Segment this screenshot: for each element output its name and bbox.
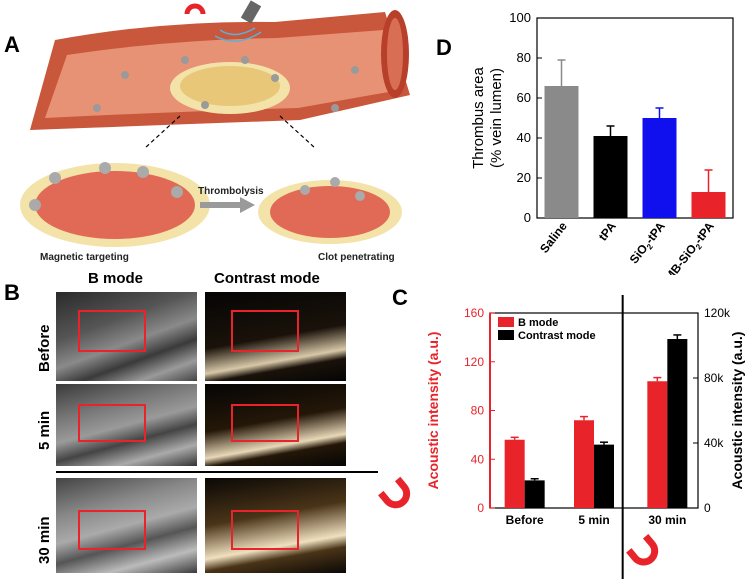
left-tick-label: 160 [464,306,484,320]
x-tick-label: SiO2-tPA [627,219,670,268]
magnet-icon [378,476,411,509]
magnetic-targeting-caption: Magnetic targeting [40,252,129,263]
right-tick-label: 40k [704,436,724,450]
contrast-mode-column-header: Contrast mode [214,270,320,287]
bar-MMB-SiO2-tPA [691,192,726,218]
y-tick-label: 100 [509,10,531,25]
panel-label-b: B [4,280,20,305]
clot-penetrating-caption: Clot penetrating [318,252,395,263]
us-image-bmode-before [56,292,197,381]
panel-label-a: A [4,32,20,57]
x-tick-label: Saline [537,219,570,256]
y-tick-label: 20 [517,170,531,185]
chart-acoustic-intensity: 0 40 80 120 160 0 40k 80k 120k Acoustic intensity… [425,295,745,579]
row-label-30min: 30 min [36,516,53,564]
y-tick-label: 0 [524,210,531,225]
row-label-before: Before [36,324,53,372]
x-tick-label: 30 min [648,513,686,527]
bar-Contrast mode-30 min [667,339,688,508]
bar-B mode-5 min [574,420,594,508]
bar-tPA [593,136,628,218]
chart-thrombus-area: 0 20 40 60 80 100 Thrombus area(% vein lumen) S… [470,10,734,275]
us-image-contrast-before [205,292,346,381]
bar-Contrast mode-Before [524,480,545,508]
bar-B mode-30 min [647,381,668,508]
y-axis-label: Thrombus area(% vein lumen) [470,66,505,168]
roi-box [78,510,146,550]
x-tick-label: Before [506,513,544,527]
roi-box [231,310,299,352]
thrombolysis-arrow-label: Thrombolysis [198,186,264,197]
legend-swatch [498,330,514,340]
us-image-bmode-30min [56,478,197,573]
bar-B mode-Before [504,439,525,508]
roi-box [78,404,146,442]
x-tick-label: tPA [596,219,619,243]
y-tick-label: 60 [517,90,531,105]
roi-box [231,510,299,550]
right-tick-label: 80k [704,371,724,385]
roi-box [231,404,299,442]
right-axis-label: Acoustic intensity (a.u.) [729,332,745,490]
panel-label-d: D [436,35,452,60]
right-tick-label: 0 [704,501,711,515]
us-image-contrast-30min [205,478,346,573]
bar-Saline [544,86,579,218]
vessel-illustration [20,0,410,247]
plot-frame [536,17,734,219]
y-tick-label: 80 [517,50,531,65]
roi-box [78,310,146,352]
y-tick-label: 40 [517,130,531,145]
row-label-5min: 5 min [36,410,53,450]
left-tick-label: 120 [464,355,484,369]
left-tick-label: 40 [471,452,485,466]
legend-swatch [498,317,514,327]
b-mode-column-header: B mode [88,270,144,287]
panel-label-c: C [392,285,408,310]
us-image-contrast-5min [205,384,346,466]
magnet-icon [626,534,659,566]
x-tick-label: 5 min [578,513,609,527]
us-image-bmode-5min [56,384,197,466]
right-tick-label: 120k [704,306,731,320]
left-axis-label: Acoustic intensity (a.u.) [425,332,441,490]
y-axis-label-line: (% vein lumen) [488,68,505,168]
legend-label: Contrast mode [518,330,596,342]
y-axis-label-line: Thrombus area [470,66,487,168]
bar-SiO2-tPA [642,118,677,218]
left-tick-label: 0 [477,501,484,515]
left-tick-label: 80 [471,404,485,418]
bar-Contrast mode-5 min [594,444,614,508]
legend-label: B mode [518,317,558,329]
divider-line [56,471,378,473]
